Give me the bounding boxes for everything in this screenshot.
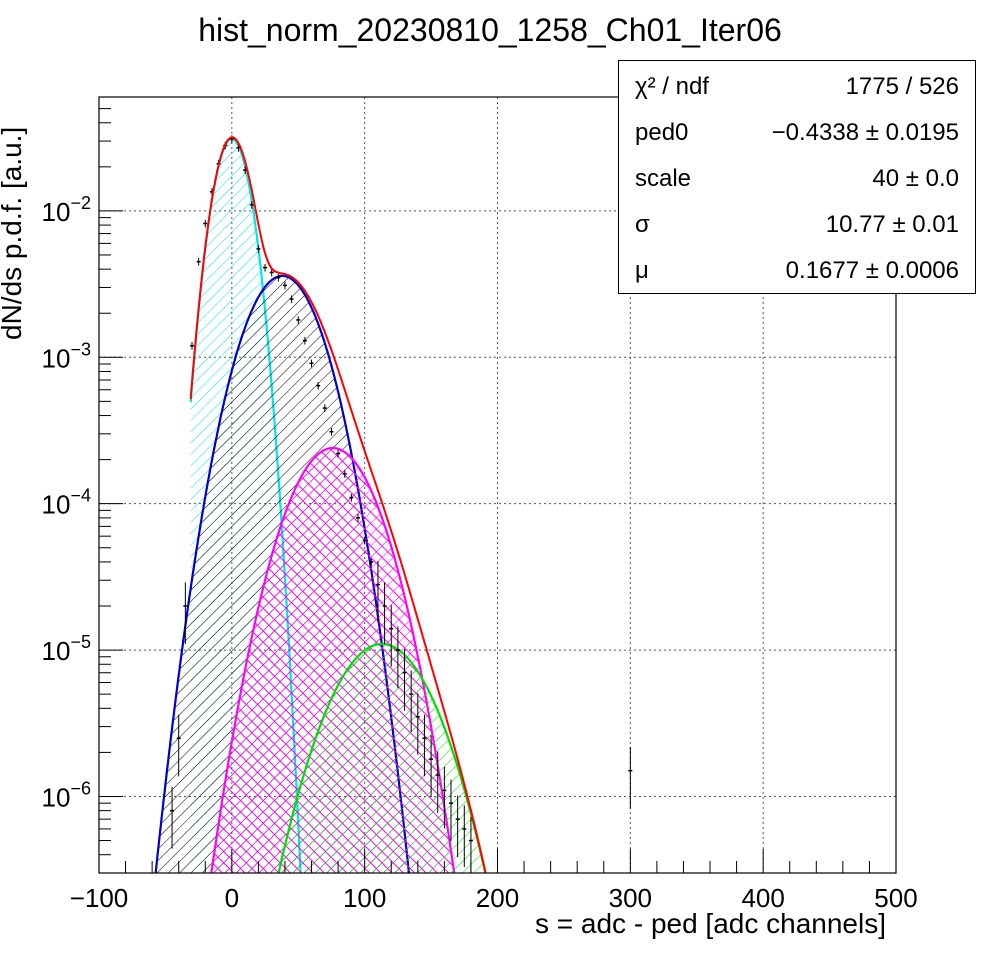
- stat-value: 0.1677 ± 0.0006: [785, 257, 959, 284]
- component-fill: [269, 644, 495, 873]
- total-fit-curve: [189, 136, 487, 873]
- fit-components: [151, 137, 495, 873]
- x-tick-label: 300: [609, 883, 652, 913]
- stat-value: 10.77 ± 0.01: [825, 211, 959, 238]
- component-curve: [210, 446, 456, 873]
- x-tick-label: −100: [70, 883, 129, 913]
- stat-name: σ: [635, 211, 650, 238]
- stat-value: 1775 / 526: [845, 73, 959, 100]
- fit-stats-box: χ² / ndf 1775 / 526 ped0 −0.4338 ± 0.019…: [618, 60, 976, 294]
- stat-name: ped0: [635, 119, 689, 146]
- stat-value: 40 ± 0.0: [872, 165, 959, 192]
- stat-name: μ: [635, 257, 649, 284]
- stat-name: scale: [635, 165, 692, 192]
- stat-name: χ² / ndf: [635, 73, 709, 100]
- component-curve: [277, 642, 487, 873]
- x-tick-label: 200: [476, 883, 519, 913]
- total-fit-line: [189, 136, 487, 873]
- stat-row-scale: scale 40 ± 0.0: [619, 165, 975, 211]
- y-tick-label: 10−2: [42, 193, 91, 227]
- stat-row-mu: μ 0.1677 ± 0.0006: [619, 257, 975, 303]
- x-tick-label: 500: [874, 883, 917, 913]
- y-tick-label: 10−3: [42, 339, 91, 373]
- chart-title: hist_norm_20230810_1258_Ch01_Iter06: [198, 12, 782, 48]
- stat-value: −0.4338 ± 0.0195: [771, 119, 959, 146]
- axes: −100 0 100 200 300 400 500 10−6 10−5 10−4 10−3 10−2: [42, 108, 918, 913]
- y-axis-label: dN/ds p.d.f. [a.u.]: [0, 126, 27, 340]
- stat-row-sigma: σ 10.77 ± 0.01: [619, 211, 975, 257]
- y-tick-label: 10−5: [42, 632, 91, 666]
- x-tick-label: 0: [225, 883, 239, 913]
- x-axis-label: s = adc - ped [adc channels]: [535, 908, 886, 939]
- stat-row-ped0: ped0 −0.4338 ± 0.0195: [619, 119, 975, 165]
- x-tick-label: 400: [741, 883, 784, 913]
- y-tick-label: 10−6: [42, 778, 91, 812]
- x-tick-label: 100: [343, 883, 386, 913]
- y-tick-label: 10−4: [42, 486, 91, 520]
- stat-row-chi2: χ² / ndf 1775 / 526: [619, 73, 975, 119]
